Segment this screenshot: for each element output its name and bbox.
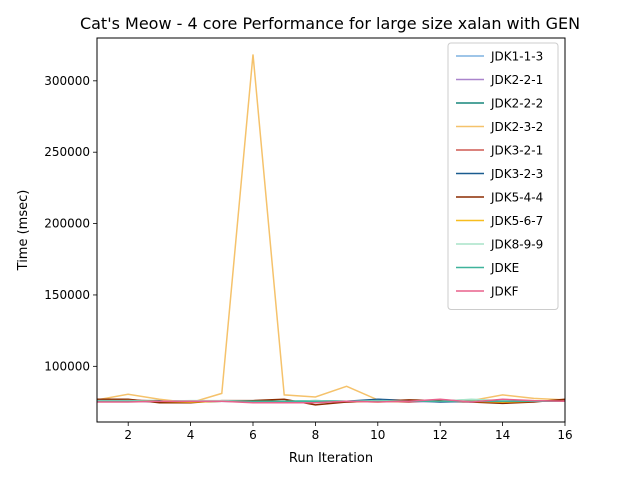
x-tick-label: 6	[249, 428, 257, 442]
x-tick-label: 8	[312, 428, 320, 442]
legend-label: JDK2-2-1	[490, 73, 543, 87]
legend-label: JDK5-6-7	[490, 214, 543, 228]
legend-label: JDK3-2-1	[490, 144, 543, 158]
x-tick-label: 4	[187, 428, 195, 442]
x-tick-label: 16	[557, 428, 572, 442]
legend: JDK1-1-3 JDK2-2-1 JDK2-2-2 JDK2-3-2 JDK3-2-1…	[447, 42, 559, 310]
series-line-jdkf	[97, 398, 565, 404]
legend-label: JDKE	[490, 261, 519, 275]
y-axis-label: Time (msec)	[16, 190, 31, 272]
series-lines	[97, 54, 565, 406]
legend-label: JDK2-3-2	[490, 120, 543, 134]
legend-frame	[447, 42, 559, 310]
y-axis: 100000 150000 200000 250000 300000	[44, 74, 97, 373]
y-tick-label: 200000	[44, 217, 90, 231]
x-tick-label: 12	[433, 428, 448, 442]
chart-title: Cat's Meow - 4 core Performance for larg…	[80, 14, 580, 33]
x-axis: 2 4 6 8 10 12 14 16	[124, 422, 573, 442]
x-axis-label: Run Iteration	[289, 451, 373, 466]
plot-frame	[96, 37, 566, 423]
legend-label: JDK3-2-3	[490, 167, 543, 181]
y-tick-label: 100000	[44, 359, 90, 373]
legend-label: JDK5-4-4	[490, 191, 543, 205]
y-tick-label: 250000	[44, 145, 90, 159]
legend-label: JDK2-2-2	[490, 97, 543, 111]
legend-label: JDK1-1-3	[490, 50, 543, 64]
x-tick-label: 14	[495, 428, 510, 442]
y-tick-label: 300000	[44, 74, 90, 88]
x-tick-label: 2	[124, 428, 132, 442]
x-tick-label: 10	[370, 428, 385, 442]
series-line-jdk5-4-4	[97, 398, 565, 406]
legend-label: JDK8-9-9	[490, 238, 543, 252]
y-tick-label: 150000	[44, 288, 90, 302]
legend-label: JDKF	[490, 285, 519, 299]
